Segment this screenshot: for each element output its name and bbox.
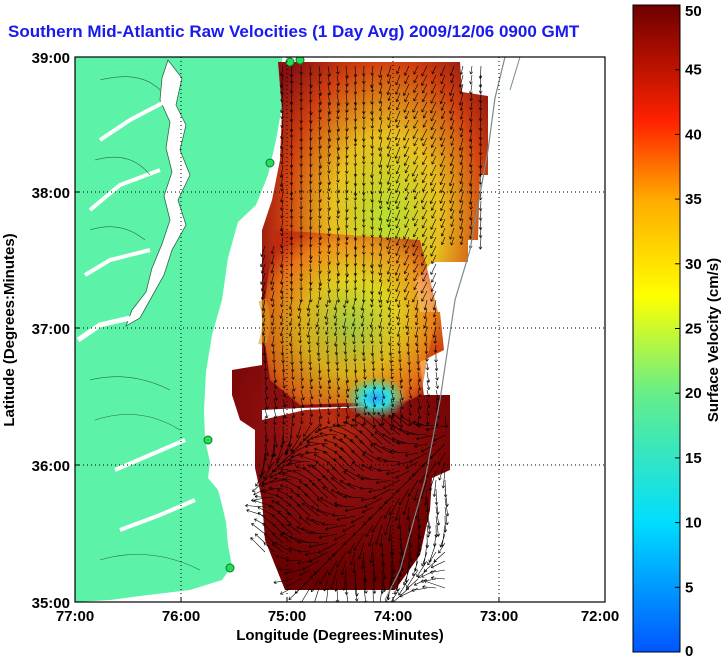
plot-frame (74, 56, 606, 603)
axis-tick-marks (75, 191, 500, 602)
colorbar-tick-label: 40 (685, 126, 702, 143)
radar-site-marker (285, 57, 295, 67)
radar-site-marker (203, 435, 213, 445)
river-rappahannock (88, 168, 161, 212)
x-tick-label: 72:00 (581, 608, 619, 625)
map-title: Southern Mid-Atlantic Raw Velocities (1 … (8, 22, 580, 41)
radar-site-marker (295, 57, 305, 65)
river-james (76, 315, 131, 343)
x-tick-label: 75:00 (268, 608, 306, 625)
velocity-vectors (245, 65, 483, 602)
x-tick-label: 74:00 (374, 608, 412, 625)
colorbar-tick-label: 10 (685, 515, 702, 532)
radar-site-marker (225, 563, 235, 573)
colorbar-tick-label: 0 (685, 643, 693, 659)
x-tick-label: 73:00 (480, 608, 518, 625)
colorbar-tick-label: 30 (685, 256, 702, 273)
colorbar (632, 4, 681, 653)
colorbar-tick-label: 20 (685, 385, 702, 402)
x-tick-label: 77:00 (56, 608, 94, 625)
gridlines (75, 57, 605, 602)
shelf-break-line (384, 57, 506, 601)
colorbar-tick-label: 50 (685, 3, 702, 20)
y-tick-label: 38:00 (32, 185, 70, 202)
y-tick-label: 35:00 (32, 595, 70, 612)
shelf-contour (509, 57, 521, 91)
velocity-field-mid (262, 230, 438, 405)
vector-arrows (245, 65, 483, 602)
coastline-detail (89, 76, 201, 571)
y-axis-label: Latitude (Degrees:Minutes) (1, 233, 18, 426)
x-tick-label: 76:00 (162, 608, 200, 625)
chesapeake-bay (125, 59, 191, 327)
y-tick-label: 36:00 (32, 458, 70, 475)
colorbar-tick-label: 45 (685, 62, 702, 79)
colorbar-tick-label: 15 (685, 450, 702, 467)
nearshore-band (258, 298, 270, 347)
albemarle-sound (114, 438, 186, 472)
river-york (83, 248, 151, 277)
radar-site-marker (265, 158, 275, 168)
colorbar-tick-label: 25 (685, 321, 702, 338)
river-potomac (98, 98, 169, 142)
colorbar-tick-label: 35 (685, 191, 702, 208)
colorbar-tick-label: 5 (685, 579, 693, 596)
y-tick-label: 37:00 (32, 321, 70, 338)
colorbar-label: Surface Velocity (cm/s) (705, 258, 722, 422)
pamlico-sound (119, 498, 196, 532)
x-axis-label: Longitude (Degrees:Minutes) (236, 627, 444, 644)
y-tick-label: 39:00 (32, 50, 70, 67)
